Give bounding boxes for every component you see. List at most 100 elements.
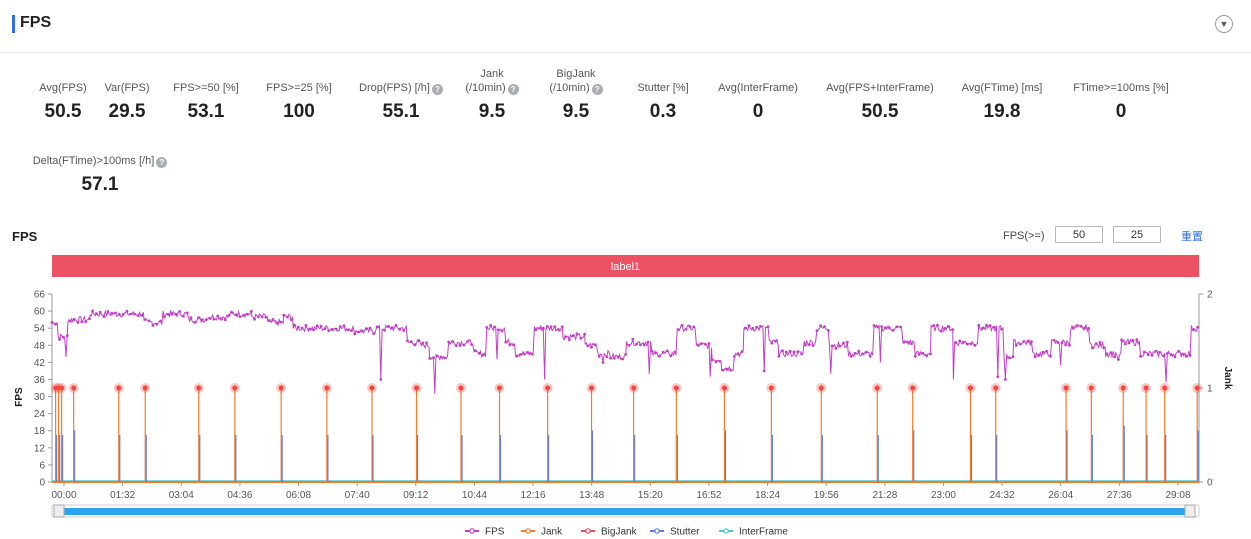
metric-value: 0.3 [649,101,677,122]
fps-point [796,350,800,354]
fps-point [969,342,973,346]
metric-label: Jank (/10min)? [417,67,567,95]
metric-value: 50.5 [44,101,82,122]
fps-point [650,349,654,353]
fps-point [774,339,777,343]
fps-point [988,324,992,327]
legend-label[interactable]: BigJank [601,527,638,538]
reset-button[interactable]: 重置 [1181,231,1203,243]
chevron-down-icon[interactable]: ▼ [1215,15,1233,33]
metric-label-line2: Avg(FPS+InterFrame) [805,81,955,95]
x-tick-label: 19:56 [814,490,839,501]
fps-point [327,329,331,333]
metric-value: 0 [1115,101,1127,122]
fps-point [387,325,390,328]
fps-point [943,327,947,330]
zoom-slider-range[interactable] [62,508,1185,515]
jank-marker [142,385,148,391]
fps-point [189,316,193,319]
fps-point [1150,353,1154,357]
fps-point [155,322,159,326]
metric-label-line2: (/10min)? [417,81,567,95]
jank-marker [721,385,727,391]
help-icon[interactable]: ? [431,84,443,95]
fps-point [260,315,264,319]
fps-point [1173,355,1177,359]
help-icon[interactable]: ? [591,84,603,95]
fps-point [413,343,417,347]
fps-point [246,312,249,316]
fps-point [253,317,256,321]
fps-point [849,355,853,358]
fps-point [125,309,129,313]
legend-label[interactable]: Jank [541,527,563,538]
fps-point [811,344,815,347]
fps-point [140,314,144,317]
help-icon[interactable]: ? [507,84,519,95]
metric-value: 53.1 [187,101,225,122]
fps-point [279,320,282,324]
fps-point [579,337,583,340]
fps-point [197,316,201,319]
fps-threshold-high-input[interactable] [1055,226,1103,243]
fps-point [394,323,398,327]
fps-point [417,339,421,343]
fps-point [684,327,688,331]
fps-point [256,315,260,319]
section-accent-bar [12,15,15,33]
fps-point [620,357,624,361]
fps-point [985,323,988,327]
metric-7: Stutter [%] 0.3 [588,67,738,123]
fps-point [954,341,958,344]
section-header: FPS ▼ [0,0,1251,53]
metric-12: Delta(FTime)>100ms [/h]? 57.1 [25,140,175,196]
fps-series-line [51,309,1199,394]
y-tick-label: 42 [34,358,46,369]
zoom-slider-left-handle[interactable] [53,504,65,518]
fps-point [106,310,110,313]
x-tick-label: 03:04 [169,490,194,501]
fps-point [876,325,880,329]
fps-point [308,327,312,331]
legend-marker [654,528,660,534]
fps-point [174,312,178,316]
fps-point [1120,338,1123,342]
fps-point [1026,340,1029,343]
fps-point [72,317,76,321]
fps-point [84,320,87,323]
jank-marker [496,385,502,391]
fps-point [865,350,868,354]
fps-point [462,343,466,347]
fps-point [1131,338,1135,342]
fps-threshold-low-input[interactable] [1113,226,1161,243]
fps-point [421,341,425,345]
legend-label[interactable]: Stutter [670,527,700,538]
jank-marker [1088,385,1094,391]
metric-label-line2: Var(FPS) [52,81,202,95]
fps-point [1117,358,1120,361]
help-icon[interactable]: ? [156,157,168,168]
fps-point [466,340,470,343]
fps-threshold-label: FPS(>=) [1003,230,1045,242]
fps-point [485,326,489,329]
fps-point [1127,341,1131,345]
fps-point [1007,356,1011,359]
fps-point [826,329,830,332]
fps-point [62,335,65,339]
jank-marker [458,385,464,391]
fps-point [973,344,977,347]
metric-label-text: Avg(FTime) [ms] [961,82,1043,94]
zoom-slider-right-handle[interactable] [1184,504,1196,518]
legend-label[interactable]: FPS [485,527,505,538]
fps-point [350,329,353,332]
x-tick-label: 09:12 [403,490,428,501]
chart-title: FPS [12,229,38,244]
fps-point [1146,353,1150,357]
fps-point [880,325,883,328]
fps-point [725,367,729,371]
fps-point [613,356,616,360]
fps-point [1188,354,1192,357]
jank-marker [673,385,679,391]
metric-9: Avg(FPS+InterFrame) 50.5 [805,67,955,123]
legend-label[interactable]: InterFrame [739,527,788,538]
